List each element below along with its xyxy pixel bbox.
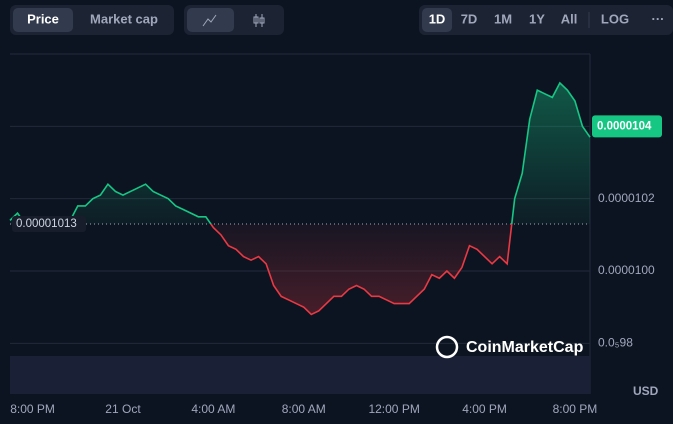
watermark-logo bbox=[435, 335, 459, 359]
x-tick-label: 4:00 PM bbox=[462, 402, 507, 416]
x-tick-label: 8:00 PM bbox=[553, 402, 598, 416]
range-button[interactable]: 1M bbox=[494, 11, 512, 26]
range-button[interactable]: 1D bbox=[429, 11, 446, 26]
range-button[interactable]: ··· bbox=[652, 11, 665, 26]
x-tick-label: 8:00 AM bbox=[282, 402, 326, 416]
line-type-button[interactable] bbox=[187, 8, 234, 32]
price-area bbox=[10, 82, 590, 315]
baseline-label-bg bbox=[12, 216, 86, 232]
range-button[interactable]: All bbox=[561, 11, 578, 26]
y-tick-label: 0.0₅98 bbox=[598, 336, 633, 350]
baseline-label: 0.00001013 bbox=[16, 218, 77, 230]
candle-icon[interactable] bbox=[253, 14, 265, 27]
tab-active[interactable] bbox=[13, 8, 73, 32]
y-tick-label: 0.0000102 bbox=[598, 191, 655, 205]
tab-market-cap[interactable]: Market cap bbox=[90, 11, 158, 26]
y-tick-label: 0.0000100 bbox=[598, 263, 655, 277]
line-icon bbox=[202, 14, 217, 27]
watermark: CoinMarketCap bbox=[466, 339, 584, 356]
x-tick-label: 21 Oct bbox=[105, 402, 141, 416]
range-button[interactable]: LOG bbox=[601, 11, 629, 26]
tab-price[interactable]: Price bbox=[27, 11, 59, 26]
price-line bbox=[9, 81, 591, 316]
price-tag-bg bbox=[592, 115, 662, 138]
range-active[interactable] bbox=[422, 8, 452, 32]
x-tick-label: 8:00 PM bbox=[10, 402, 55, 416]
x-tick-label: 4:00 AM bbox=[191, 402, 235, 416]
volume-area bbox=[10, 356, 590, 394]
x-tick-label: 12:00 PM bbox=[368, 402, 419, 416]
price-tag: 0.0000104 bbox=[597, 120, 652, 132]
range-button[interactable]: 7D bbox=[461, 11, 478, 26]
range-group bbox=[419, 5, 673, 35]
currency: USD bbox=[633, 384, 659, 398]
range-button[interactable]: 1Y bbox=[529, 11, 545, 26]
